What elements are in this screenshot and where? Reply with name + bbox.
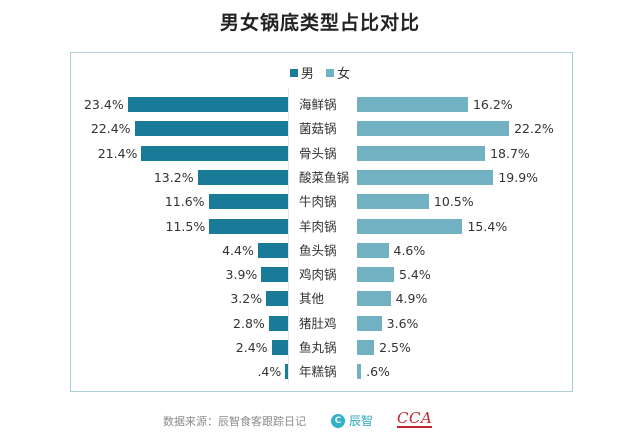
legend-swatch-female: [326, 68, 335, 77]
category-label: 鱼头锅: [299, 242, 337, 258]
value-label-male: 22.4%: [90, 121, 131, 137]
value-label-male: 11.5%: [165, 218, 206, 234]
bar-male: [127, 97, 288, 112]
chart-row: 11.5% 羊肉锅 15.4%: [0, 218, 640, 236]
bar-female: [357, 291, 391, 307]
value-label-female: 15.4%: [467, 218, 508, 234]
category-label: 年糕锅: [299, 364, 337, 380]
value-label-male: 2.8%: [233, 315, 265, 331]
footer: 数据来源：辰智食客跟踪日记 C 辰智 CCA: [0, 410, 640, 432]
legend: 男 女: [0, 63, 640, 82]
value-label-male: 2.4%: [235, 340, 268, 355]
chart-row: 3.2% 其他 4.9%: [0, 290, 640, 308]
category-label: 海鲜锅: [299, 97, 337, 112]
bar-male: [141, 145, 288, 161]
category-label: 鱼丸锅: [299, 340, 337, 355]
chart-title: 男女锅底类型占比对比: [219, 12, 420, 34]
chenzhi-logo-text: 辰智: [349, 414, 374, 428]
value-label-female: 2.5%: [379, 340, 411, 355]
bar-male: [268, 315, 288, 331]
chart-row: 23.4% 海鲜锅 16.2%: [0, 96, 640, 114]
category-label: 鸡肉锅: [299, 267, 337, 283]
value-label-male: .4%: [257, 364, 282, 380]
chart-row: 11.6% 牛肉锅 10.5%: [0, 193, 640, 211]
bar-female: [357, 97, 468, 112]
chart-row: 4.4% 鱼头锅 4.6%: [0, 242, 640, 260]
legend-item-female: 女: [326, 63, 350, 82]
value-label-male: 3.9%: [225, 267, 258, 283]
bar-male: [257, 242, 288, 258]
value-label-female: 5.4%: [398, 267, 431, 283]
value-label-male: 4.4%: [222, 242, 254, 258]
value-label-male: 3.2%: [230, 291, 263, 307]
bar-male: [285, 364, 288, 380]
bar-male: [208, 194, 288, 210]
bar-male: [271, 340, 288, 355]
data-source: 数据来源：辰智食客跟踪日记: [163, 415, 306, 428]
bar-female: [357, 315, 382, 331]
bar-male: [134, 121, 288, 137]
bar-female: [357, 364, 362, 380]
chart-row: 3.9% 鸡肉锅 5.4%: [0, 266, 640, 284]
bar-female: [357, 267, 394, 283]
legend-swatch-male: [289, 68, 298, 77]
chart-row: 2.4% 鱼丸锅 2.5%: [0, 339, 640, 357]
chenzhi-logo: C 辰智: [331, 412, 373, 429]
legend-item-male: 男: [289, 63, 314, 82]
bar-male: [266, 291, 288, 307]
chart-row: 2.8% 猪肚鸡 3.6%: [0, 315, 640, 333]
value-label-male: 13.2%: [153, 169, 194, 185]
category-label: 羊肉锅: [299, 218, 337, 234]
chenzhi-logo-icon: C: [331, 413, 345, 428]
chart-row: 22.4% 菌菇锅 22.2%: [0, 120, 640, 138]
category-label: 牛肉锅: [299, 194, 337, 210]
value-label-male: 23.4%: [83, 97, 124, 112]
category-label: 猪肚鸡: [299, 315, 337, 331]
value-label-female: 4.9%: [395, 291, 428, 307]
value-label-female: 3.6%: [386, 315, 419, 331]
legend-label-male: 男: [300, 67, 314, 82]
value-label-female: 18.7%: [490, 145, 530, 161]
chart-row: .4% 年糕锅 .6%: [0, 363, 640, 381]
category-label: 酸菜鱼锅: [299, 169, 350, 185]
category-label: 骨头锅: [299, 145, 337, 161]
value-label-female: 4.6%: [393, 242, 426, 258]
bar-female: [357, 194, 429, 210]
chart-row: 21.4% 骨头锅 18.7%: [0, 145, 640, 163]
value-label-female: 10.5%: [433, 194, 474, 210]
value-label-female: 19.9%: [498, 169, 539, 185]
bar-female: [357, 121, 510, 137]
chart-row: 13.2% 酸菜鱼锅 19.9%: [0, 169, 640, 187]
bar-male: [261, 267, 288, 283]
cca-logo: CCA: [397, 409, 433, 428]
value-label-female: 22.2%: [514, 121, 554, 137]
bar-female: [357, 242, 389, 258]
value-label-male: 21.4%: [97, 145, 138, 161]
category-label: 其他: [299, 291, 325, 307]
category-label: 菌菇锅: [299, 121, 337, 137]
bar-male: [197, 169, 288, 185]
bar-female: [357, 145, 486, 161]
bar-male: [209, 218, 288, 234]
value-label-female: .6%: [366, 364, 390, 380]
legend-label-female: 女: [337, 67, 351, 82]
bar-female: [357, 340, 375, 355]
bar-female: [357, 218, 463, 234]
value-label-male: 11.6%: [164, 194, 205, 210]
center-axis: [288, 88, 289, 383]
value-label-female: 16.2%: [472, 97, 513, 112]
bar-female: [357, 169, 494, 185]
